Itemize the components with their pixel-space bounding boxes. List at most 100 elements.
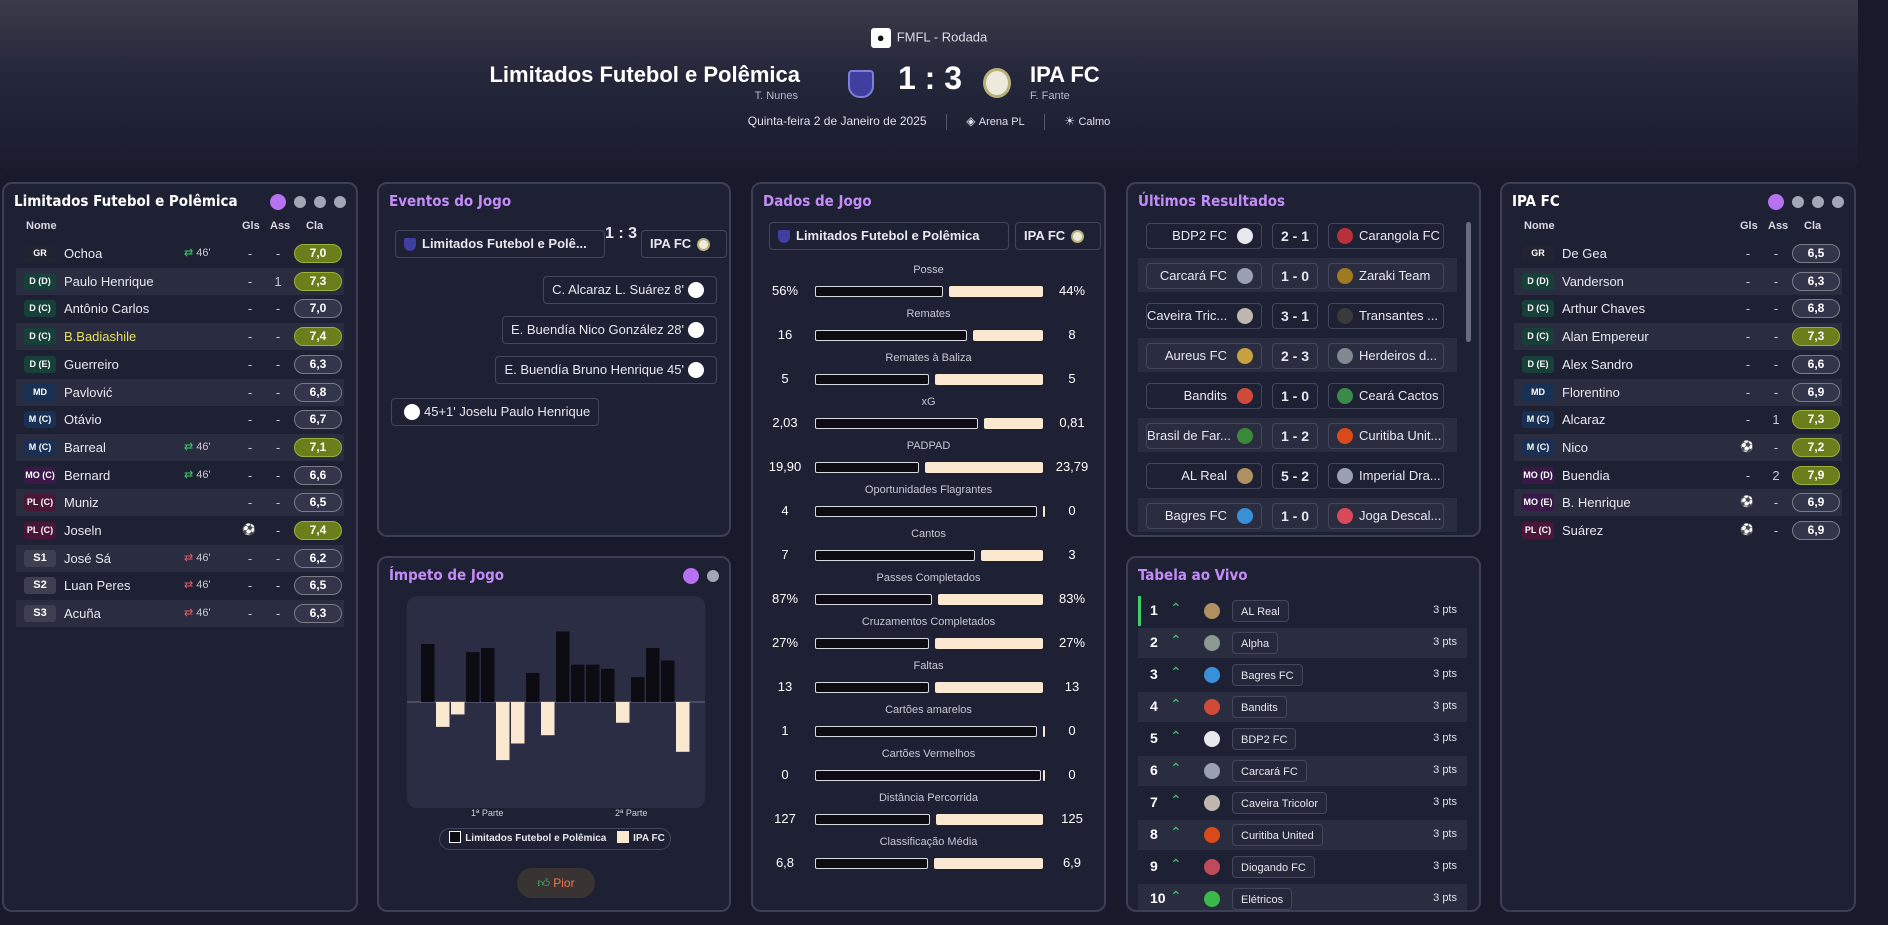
team-name[interactable]: Diogando FC (1232, 856, 1315, 878)
player-row[interactable]: MD Pavlović - -6,8 (16, 378, 344, 406)
player-name[interactable]: Alex Sandro (1562, 356, 1633, 372)
page-dot[interactable] (294, 196, 306, 208)
player-row[interactable]: GR Ochoa ⇄ 46' - -7,0 (16, 240, 344, 267)
result-home-team[interactable]: Bandits (1146, 383, 1262, 409)
player-row[interactable]: D (D) Paulo Henrique - 1 7,3 (16, 267, 344, 295)
table-row[interactable]: 8 ⌃ Curitiba United 3 pts (1138, 820, 1467, 850)
match-event[interactable]: 45+1' Joselu Paulo Henrique (391, 398, 600, 426)
result-home-team[interactable]: Bagres FC (1146, 503, 1262, 529)
player-row[interactable]: M (C) Otávio - -6,7 (16, 406, 344, 433)
result-row[interactable]: Carcará FC 1 - 0 Zaraki Team (1138, 258, 1457, 292)
scrollbar[interactable] (1466, 222, 1471, 342)
player-row[interactable]: D (C) Alan Empereur - -7,3 (1514, 323, 1842, 351)
col-name[interactable]: Nome (1524, 220, 1555, 232)
player-row[interactable]: M (C) Alcaraz - 1 7,3 (1514, 406, 1842, 433)
team-name[interactable]: Curitiba United (1232, 824, 1323, 846)
player-row[interactable]: D (C) Antônio Carlos - -7,0 (16, 295, 344, 322)
table-row[interactable]: 4 ⌃ Bandits 3 pts (1138, 692, 1467, 722)
competition-label[interactable]: ● FMFL - Rodada (0, 28, 1858, 48)
player-name[interactable]: Florentino (1562, 384, 1620, 400)
table-row[interactable]: 1 ⌃ AL Real 3 pts (1138, 596, 1467, 626)
player-name[interactable]: Vanderson (1562, 273, 1624, 289)
table-row[interactable]: 5 ⌃ BDP2 FC 3 pts (1138, 724, 1467, 754)
col-rating[interactable]: Cla (1804, 220, 1822, 232)
player-name[interactable]: Buendia (1562, 467, 1610, 483)
player-name[interactable]: Suárez (1562, 523, 1604, 538)
worse-button[interactable]: 👍︎ Pior (517, 868, 595, 898)
page-dot[interactable] (334, 196, 346, 208)
player-name[interactable]: Bernard (64, 467, 111, 483)
player-name[interactable]: Paulo Henrique (64, 273, 154, 289)
result-row[interactable]: Brasil de Far... 1 - 2 Curitiba Unit... (1138, 418, 1457, 452)
player-row[interactable]: MO (C) Bernard ⇄ 46' - -6,6 (16, 462, 344, 489)
player-name[interactable]: B. Henrique (1562, 495, 1631, 511)
stats-home-team[interactable]: Limitados Futebol e Polêmica (769, 222, 1009, 250)
player-name[interactable]: José Sá (64, 550, 111, 566)
player-row[interactable]: M (C) Nico ⚽ -7,2 (1514, 433, 1842, 461)
result-away-team[interactable]: Herdeiros d... (1328, 343, 1444, 369)
player-name[interactable]: Arthur Chaves (1562, 301, 1646, 317)
result-home-team[interactable]: Brasil de Far... (1146, 423, 1262, 449)
page-dot[interactable] (1768, 194, 1784, 210)
result-home-team[interactable]: AL Real (1146, 463, 1262, 489)
result-row[interactable]: AL Real 5 - 2 Imperial Dra... (1138, 458, 1457, 492)
player-row[interactable]: D (E) Guerreiro - -6,3 (16, 351, 344, 378)
result-home-team[interactable]: BDP2 FC (1146, 223, 1262, 249)
player-name[interactable]: De Gea (1562, 246, 1607, 261)
player-row[interactable]: PL (C) Suárez ⚽ -6,9 (1514, 517, 1842, 544)
events-home-team[interactable]: Limitados Futebol e Polê... (395, 230, 605, 258)
player-row[interactable]: S2 Luan Peres ⇄ 46' - -6,5 (16, 572, 344, 599)
venue[interactable]: Arena PL (978, 116, 1025, 129)
player-row[interactable]: M (C) Barreal ⇄ 46' - -7,1 (16, 433, 344, 461)
team-name[interactable]: Bandits (1232, 696, 1287, 718)
player-name[interactable]: Nico (1562, 439, 1589, 455)
player-row[interactable]: MD Florentino - -6,9 (1514, 378, 1842, 406)
col-goals[interactable]: Gls (1740, 220, 1758, 232)
player-row[interactable]: MO (D) Buendia - 2 7,9 (1514, 462, 1842, 489)
team-name[interactable]: BDP2 FC (1232, 728, 1297, 750)
result-row[interactable]: Caveira Tric... 3 - 1 Transantes ... (1138, 298, 1457, 332)
player-row[interactable]: D (E) Alex Sandro - -6,6 (1514, 351, 1842, 378)
table-row[interactable]: 10 ⌃ Elétricos 3 pts (1138, 884, 1467, 910)
result-away-team[interactable]: Imperial Dra... (1328, 463, 1444, 489)
player-row[interactable]: D (C) Arthur Chaves - -6,8 (1514, 295, 1842, 322)
match-event[interactable]: C. Alcaraz L. Suárez 8' (543, 276, 717, 304)
team-name[interactable]: AL Real (1232, 600, 1289, 622)
col-rating[interactable]: Cla (306, 220, 324, 232)
page-dot[interactable] (314, 196, 326, 208)
result-away-team[interactable]: Joga Descal... (1328, 503, 1444, 529)
col-name[interactable]: Nome (26, 220, 57, 232)
table-row[interactable]: 2 ⌃ Alpha 3 pts (1138, 628, 1467, 658)
player-name[interactable]: B.Badiashile (64, 329, 137, 345)
player-row[interactable]: S1 José Sá ⇄ 46' - -6,2 (16, 544, 344, 572)
page-dot[interactable] (1832, 196, 1844, 208)
result-row[interactable]: Aureus FC 2 - 3 Herdeiros d... (1138, 338, 1457, 372)
player-name[interactable]: Pavlović (64, 384, 113, 400)
player-row[interactable]: D (C) B.Badiashile - -7,4 (16, 323, 344, 351)
team-name[interactable]: Carcará FC (1232, 760, 1307, 782)
player-row[interactable]: S3 Acuña ⇄ 46' - -6,3 (16, 600, 344, 628)
page-dot[interactable] (1792, 196, 1804, 208)
col-assists[interactable]: Ass (270, 220, 291, 232)
stats-away-team[interactable]: IPA FC (1015, 222, 1101, 250)
col-goals[interactable]: Gls (242, 220, 260, 232)
player-row[interactable]: MO (E) B. Henrique ⚽ -6,9 (1514, 489, 1842, 517)
result-home-team[interactable]: Carcará FC (1146, 263, 1262, 289)
player-row[interactable]: D (D) Vanderson - -6,3 (1514, 267, 1842, 295)
result-away-team[interactable]: Transantes ... (1328, 303, 1444, 329)
player-name[interactable]: Acuña (64, 606, 101, 622)
player-name[interactable]: Alan Empereur (1562, 329, 1649, 345)
result-row[interactable]: Bagres FC 1 - 0 Joga Descal... (1138, 498, 1457, 532)
team-name[interactable]: Caveira Tricolor (1232, 792, 1328, 814)
player-name[interactable]: Barreal (64, 439, 106, 455)
player-row[interactable]: GR De Gea - -6,5 (1514, 240, 1842, 267)
result-away-team[interactable]: Ceará Cactos (1328, 383, 1444, 409)
player-row[interactable]: PL (C) Joseln ⚽ -7,4 (16, 517, 344, 544)
team-name[interactable]: Elétricos (1232, 888, 1293, 910)
table-row[interactable]: 3 ⌃ Bagres FC 3 pts (1138, 660, 1467, 690)
player-name[interactable]: Muniz (64, 495, 99, 511)
result-away-team[interactable]: Curitiba Unit... (1328, 423, 1444, 449)
player-name[interactable]: Otávio (64, 412, 102, 428)
player-name[interactable]: Antônio Carlos (64, 301, 150, 317)
page-dot[interactable] (270, 194, 286, 210)
